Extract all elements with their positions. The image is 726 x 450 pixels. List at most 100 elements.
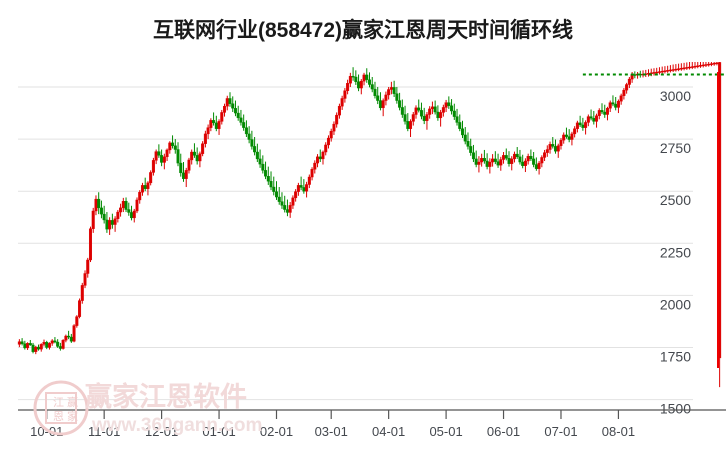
candle-body — [168, 142, 172, 151]
candle-body — [458, 122, 462, 129]
candle-body — [439, 112, 443, 119]
candle-body — [264, 170, 268, 177]
candle-body — [679, 68, 683, 70]
candle-body — [138, 192, 142, 201]
candle-body — [146, 182, 150, 189]
candle-body — [42, 342, 46, 345]
candle-body — [258, 158, 262, 165]
candle-body — [567, 136, 571, 140]
candle-body — [223, 105, 227, 113]
candle-body — [529, 155, 533, 160]
candle-body — [26, 343, 30, 349]
candle-body — [564, 134, 568, 137]
candle-body — [518, 156, 522, 163]
candle-body — [190, 151, 194, 161]
candle-body — [253, 146, 257, 153]
x-tick-label: 08-01 — [602, 424, 635, 439]
gridlines — [18, 86, 693, 401]
x-tick-label: 11-01 — [88, 424, 120, 439]
y-tick-label: 2250 — [660, 244, 691, 260]
candle-body — [143, 185, 147, 189]
candle-body — [499, 159, 503, 166]
candle-body — [578, 122, 582, 126]
candle-body — [526, 155, 530, 162]
candle-body — [625, 84, 629, 91]
candle-body — [657, 71, 661, 73]
candle-body — [411, 114, 415, 122]
candle-body — [633, 74, 637, 76]
candle-body — [105, 219, 109, 230]
candle-body — [195, 155, 199, 162]
x-axis: 10-01 11-01 12-01 01-01 02-01 03-01 04-01 05-01… — [18, 409, 726, 439]
candle-body — [318, 156, 322, 160]
candle-body — [91, 210, 95, 229]
candle-body — [627, 78, 631, 85]
x-tick-label: 04-01 — [372, 424, 405, 439]
candle-body — [130, 212, 134, 219]
candle-body — [108, 220, 112, 230]
x-tick-label: 10-01 — [30, 424, 63, 439]
x-tick-label: 12-01 — [145, 424, 178, 439]
candle-body — [365, 74, 369, 80]
candle-body — [250, 139, 254, 147]
candle-body — [17, 341, 21, 345]
candle-body — [209, 120, 213, 128]
candle-body — [461, 128, 465, 136]
candle-body — [127, 209, 131, 213]
candle-body — [116, 211, 120, 219]
candle-body — [340, 98, 344, 107]
candle-body — [23, 343, 27, 349]
candle-body — [551, 144, 555, 147]
candle-body — [600, 110, 604, 113]
candle-body — [441, 107, 445, 113]
candle-body — [274, 191, 278, 198]
candle-body — [359, 80, 363, 89]
candle-body — [395, 93, 399, 101]
candle-body — [277, 196, 281, 202]
candle-body — [589, 116, 593, 119]
candle-body — [701, 64, 705, 67]
candle-body — [220, 112, 224, 122]
candle-body — [69, 336, 73, 342]
candle-body — [562, 134, 566, 141]
candle-body — [149, 172, 153, 184]
candle-body — [225, 98, 229, 107]
candle-body — [384, 94, 388, 101]
candle-body — [381, 100, 385, 109]
candle-body — [56, 341, 60, 347]
candle-body — [417, 107, 421, 111]
candle-body — [326, 137, 330, 146]
candle-body — [605, 108, 609, 115]
candle-body — [244, 127, 248, 135]
candle-body — [212, 120, 216, 124]
candle-body — [307, 176, 311, 185]
candle-body — [135, 199, 139, 212]
candle-body — [187, 159, 191, 171]
candle-body — [378, 100, 382, 109]
candle-body — [78, 300, 82, 317]
candle-body — [491, 158, 495, 163]
candle-body — [283, 205, 287, 210]
candle-body — [603, 111, 607, 115]
candle-body — [376, 95, 380, 101]
candle-body — [173, 145, 177, 150]
candle-body — [302, 187, 306, 192]
candle-body — [507, 158, 511, 164]
candle-body — [368, 79, 372, 85]
candle-body — [31, 344, 35, 352]
candle-body — [422, 115, 426, 121]
candle-body — [362, 74, 366, 82]
candle-body — [113, 218, 117, 225]
candle-body — [677, 68, 681, 70]
candle-body — [313, 162, 317, 170]
candle-body — [124, 200, 128, 210]
candle-body — [332, 123, 336, 132]
candle-body — [294, 191, 298, 199]
candle-body — [351, 75, 355, 78]
candle-body — [502, 155, 506, 160]
y-tick-label: 2500 — [660, 192, 691, 208]
y-axis: 3000 2750 2500 2250 2000 1750 1500 — [660, 88, 691, 417]
x-tick-label: 02-01 — [260, 424, 293, 439]
